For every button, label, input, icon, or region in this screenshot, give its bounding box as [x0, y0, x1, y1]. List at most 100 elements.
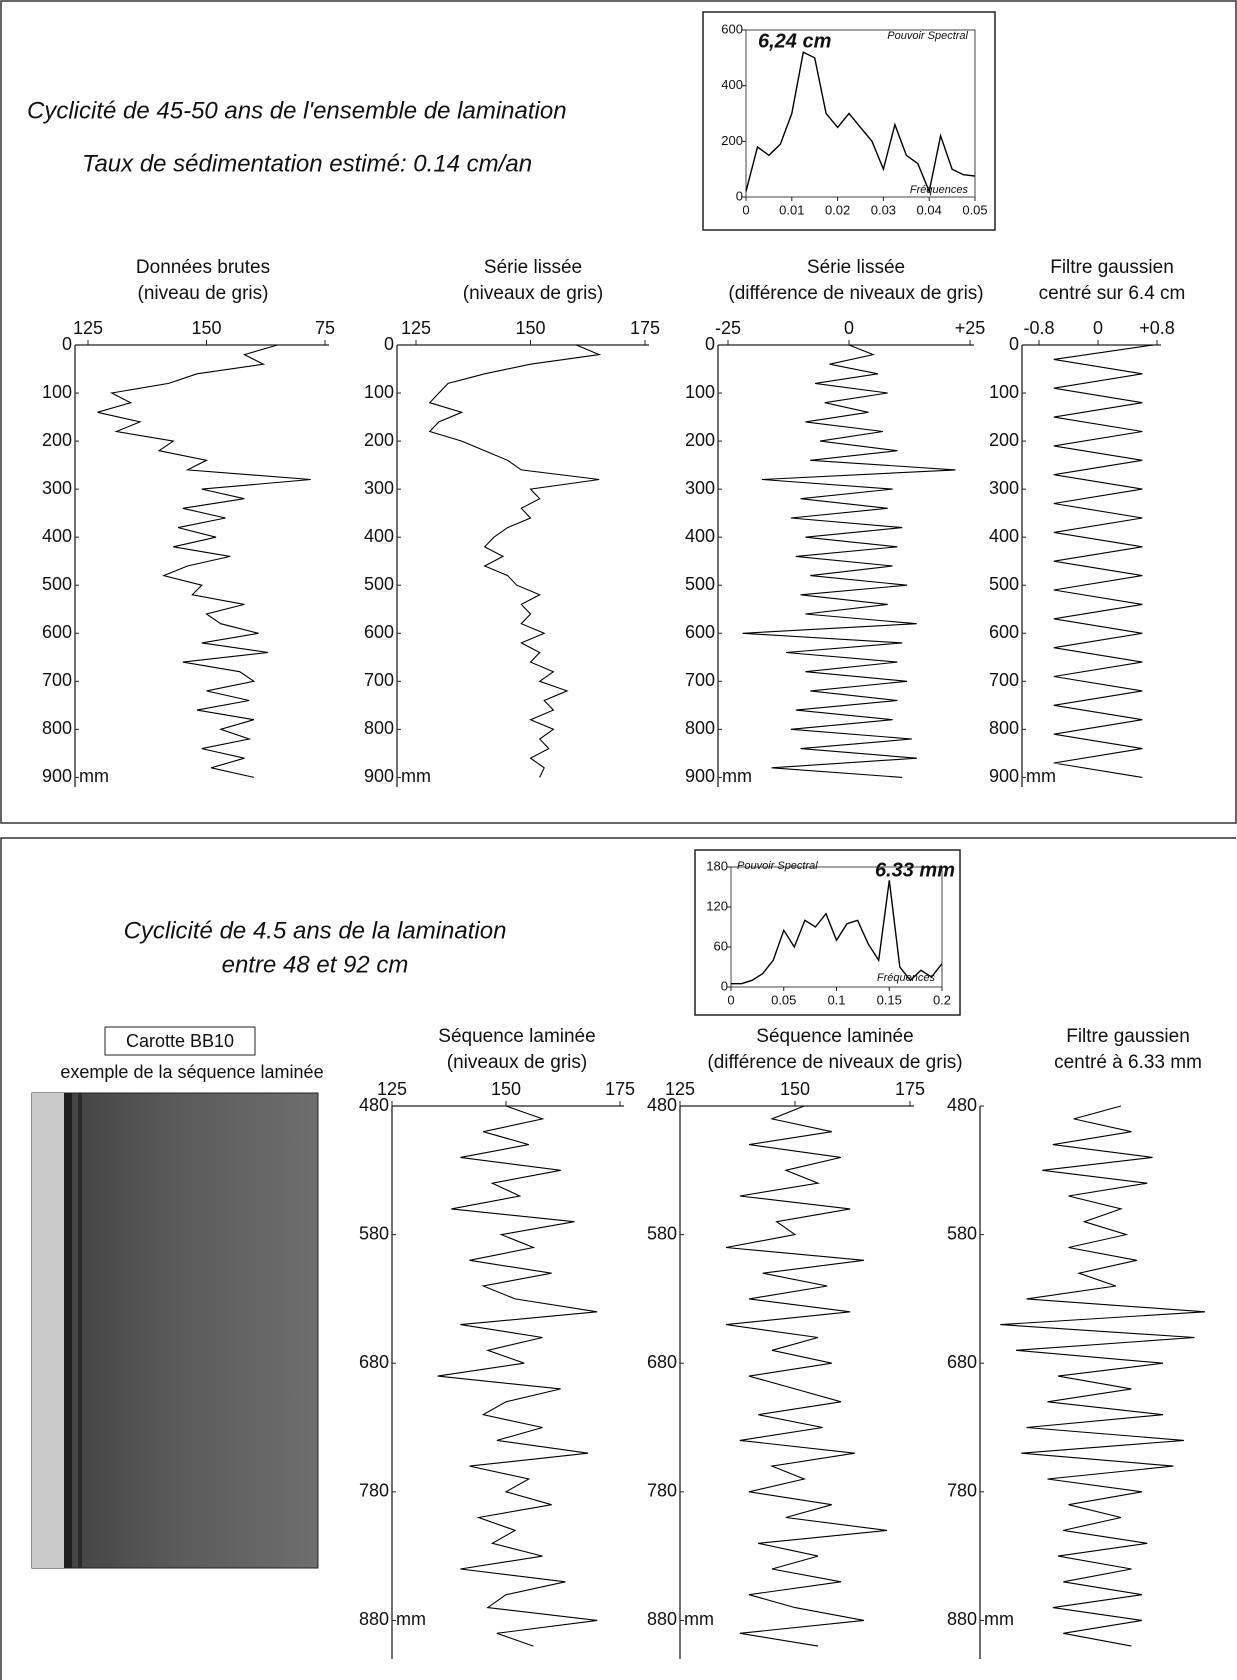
x-tick-label: 150 — [780, 1079, 810, 1099]
y-tick-label: 0 — [1009, 334, 1019, 354]
y-tick-label: 400 — [685, 526, 715, 546]
x-tick-label: 0 — [844, 318, 854, 338]
y-tick-label: 100 — [989, 382, 1019, 402]
y-tick-label: 120 — [706, 898, 728, 913]
y-tick-label: 700 — [364, 670, 394, 690]
x-tick-label: 0 — [1093, 318, 1103, 338]
y-tick-label: 400 — [364, 526, 394, 546]
y-tick-label: 680 — [947, 1352, 977, 1372]
y-axis-label: mm — [1026, 766, 1056, 786]
y-tick-label: 700 — [685, 670, 715, 690]
y-tick-label: 480 — [359, 1095, 389, 1115]
y-axis-label: mm — [984, 1609, 1014, 1629]
y-axis-label: mm — [79, 766, 109, 786]
y-tick-label: 900 — [685, 766, 715, 786]
x-tick-label: 150 — [191, 318, 221, 338]
y-tick-label: 0 — [721, 978, 728, 993]
y-tick-label: 400 — [42, 526, 72, 546]
y-tick-label: 300 — [685, 478, 715, 498]
y-tick-label: 700 — [989, 670, 1019, 690]
y-tick-label: 200 — [364, 430, 394, 450]
y-tick-label: 200 — [42, 430, 72, 450]
y-tick-label: 880 — [359, 1609, 389, 1629]
top-panel — [0, 0, 1237, 824]
x-tick-label: 150 — [491, 1079, 521, 1099]
chart-subtitle: (niveau de gris) — [138, 283, 269, 304]
x-tick-label: +0.8 — [1139, 318, 1175, 338]
y-tick-label: 700 — [42, 670, 72, 690]
y-tick-label: 600 — [42, 622, 72, 642]
x-tick-label: 125 — [73, 318, 103, 338]
plot-frame — [730, 866, 943, 988]
y-axis-label: mm — [722, 766, 752, 786]
core-label: Carotte BB10 — [126, 1031, 234, 1051]
peak-label: 6.33 mm — [875, 859, 955, 881]
y-tick-label: 900 — [989, 766, 1019, 786]
y-tick-label: 480 — [947, 1095, 977, 1115]
x-tick-label: 75 — [315, 318, 335, 338]
y-tick-label: 200 — [685, 430, 715, 450]
y-tick-label: 780 — [359, 1481, 389, 1501]
y-tick-label: 0 — [62, 334, 72, 354]
x-tick-label: 125 — [377, 1079, 407, 1099]
x-tick-label: 0.02 — [825, 202, 850, 217]
y-tick-label: 180 — [706, 858, 728, 873]
y-tick-label: 0 — [705, 334, 715, 354]
core-label-box — [104, 1026, 256, 1056]
spectrum-line — [731, 880, 943, 985]
x-tick-label: 0.1 — [827, 992, 845, 1007]
x-tick-label: 0 — [742, 202, 749, 217]
profile-line — [725, 1105, 888, 1647]
y-tick-label: 100 — [685, 382, 715, 402]
y-tick-label: 400 — [721, 77, 743, 92]
chart-subtitle: centré à 6.33 mm — [1054, 1052, 1202, 1073]
y-tick-label: 60 — [714, 938, 728, 953]
y-tick-label: 200 — [721, 133, 743, 148]
y-tick-label: 0 — [736, 188, 743, 203]
section-title: Cyclicité de 4.5 ans de la lamination — [124, 917, 507, 944]
profile-line — [437, 1105, 598, 1647]
spectrum-line — [745, 51, 976, 194]
section-subtitle: entre 48 et 92 cm — [222, 951, 409, 978]
core-photo — [31, 1092, 319, 1569]
chart-title: Filtre gaussien — [1050, 257, 1174, 278]
x-tick-label: 125 — [665, 1079, 695, 1099]
y-tick-label: 580 — [647, 1223, 677, 1243]
x-tick-label: 150 — [515, 318, 545, 338]
x-tick-label: 125 — [401, 318, 431, 338]
x-tick-label: -0.8 — [1023, 318, 1054, 338]
x-tick-label: 175 — [630, 318, 660, 338]
y-axis-label: mm — [684, 1609, 714, 1629]
peak-label: 6,24 cm — [758, 30, 831, 52]
y-tick-label: 500 — [989, 574, 1019, 594]
y-axis-label: mm — [401, 766, 431, 786]
x-tick-label: +25 — [955, 318, 986, 338]
y-tick-label: 900 — [364, 766, 394, 786]
x-tick-label: 0.04 — [917, 202, 942, 217]
y-tick-label: 580 — [359, 1223, 389, 1243]
y-tick-label: 600 — [364, 622, 394, 642]
section-subtitle: Taux de sédimentation estimé: 0.14 cm/an — [82, 150, 532, 177]
bottom-panel — [0, 837, 1236, 1680]
profile-line — [1000, 1105, 1206, 1647]
annotation: Pouvoir Spectral — [737, 860, 818, 872]
y-tick-label: 780 — [947, 1481, 977, 1501]
y-tick-label: 300 — [989, 478, 1019, 498]
plot-frame — [745, 29, 976, 198]
y-tick-label: 600 — [989, 622, 1019, 642]
y-tick-label: 780 — [647, 1481, 677, 1501]
y-tick-label: 500 — [685, 574, 715, 594]
chart-title: Filtre gaussien — [1066, 1026, 1190, 1047]
y-tick-label: 600 — [721, 21, 743, 36]
annotation: Pouvoir Spectral — [887, 30, 968, 42]
y-tick-label: 800 — [989, 718, 1019, 738]
chart-subtitle: (niveaux de gris) — [463, 283, 603, 304]
y-tick-label: 500 — [364, 574, 394, 594]
y-tick-label: 300 — [42, 478, 72, 498]
y-tick-label: 500 — [42, 574, 72, 594]
core-caption: exemple de la séquence laminée — [60, 1062, 323, 1082]
chart-subtitle: (niveaux de gris) — [447, 1052, 587, 1073]
x-tick-label: 0.2 — [933, 992, 951, 1007]
profile-line — [1053, 344, 1154, 778]
